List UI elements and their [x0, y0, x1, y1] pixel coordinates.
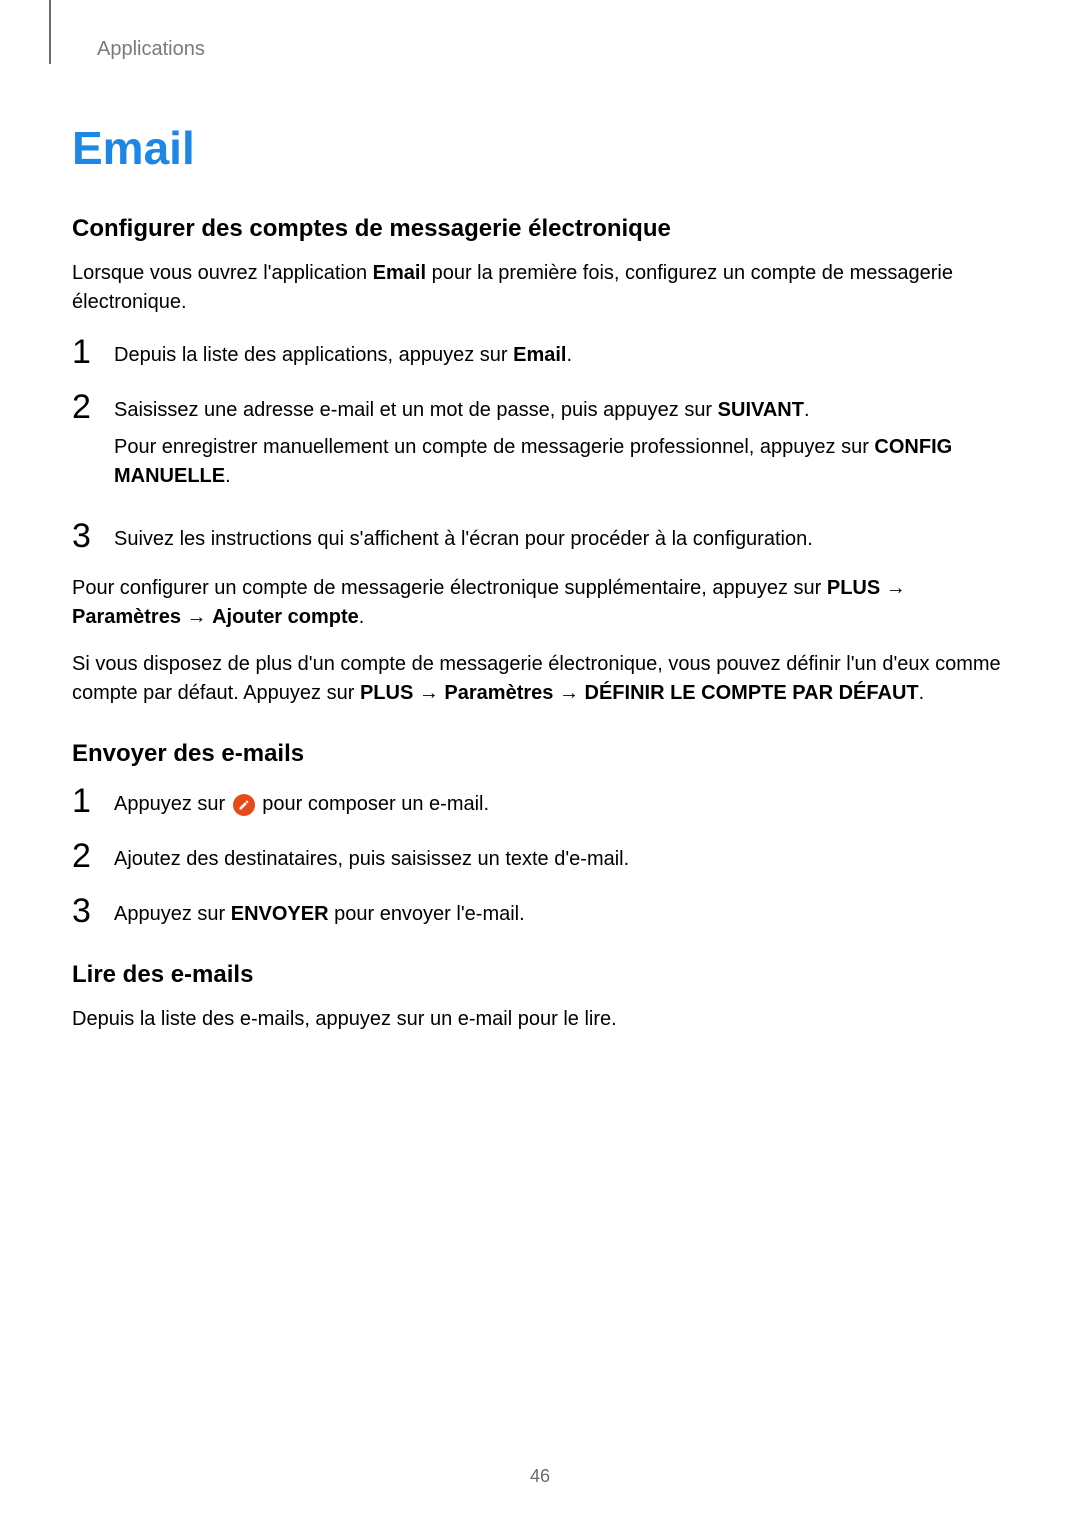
- intro-paragraph: Lorsque vous ouvrez l'application Email …: [72, 259, 1008, 317]
- text: Lorsque vous ouvrez l'application: [72, 262, 373, 284]
- step-3: 3 Suivez les instructions qui s'affichen…: [72, 519, 1008, 554]
- text: Pour configurer un compte de messagerie …: [72, 577, 827, 599]
- step-number: 2: [72, 839, 96, 873]
- section-heading-configure: Configurer des comptes de messagerie éle…: [72, 215, 1008, 243]
- action-suivant: SUIVANT: [718, 399, 804, 421]
- text: .: [804, 399, 810, 421]
- step-content: Appuyez sur pour composer un e-mail.: [114, 784, 1008, 819]
- step-number: 2: [72, 390, 96, 424]
- step-1: 1 Appuyez sur pour composer un e-mail.: [72, 784, 1008, 819]
- text: Appuyez sur: [114, 793, 231, 815]
- action-parametres: Paramètres: [72, 606, 181, 628]
- read-paragraph: Depuis la liste des e-mails, appuyez sur…: [72, 1005, 1008, 1034]
- action-plus: PLUS: [360, 682, 413, 704]
- action-parametres: Paramètres: [444, 682, 553, 704]
- text: .: [359, 606, 365, 628]
- action-ajouter-compte: Ajouter compte: [212, 606, 359, 628]
- arrow-icon: →: [880, 577, 906, 599]
- text: .: [566, 344, 572, 366]
- text: pour envoyer l'e-mail.: [329, 903, 525, 925]
- text: pour composer un e-mail.: [257, 793, 489, 815]
- section-heading-send: Envoyer des e-mails: [72, 740, 1008, 768]
- step-content: Suivez les instructions qui s'affichent …: [114, 519, 1008, 554]
- text: Appuyez sur: [114, 903, 231, 925]
- step-number: 1: [72, 784, 96, 818]
- section-heading-read: Lire des e-mails: [72, 961, 1008, 989]
- step-2: 2 Saisissez une adresse e-mail et un mot…: [72, 390, 1008, 499]
- text: Depuis la liste des applications, appuye…: [114, 344, 513, 366]
- action-email: Email: [513, 344, 566, 366]
- text: Saisissez une adresse e-mail et un mot d…: [114, 399, 718, 421]
- action-envoyer: ENVOYER: [231, 903, 329, 925]
- step-1: 1 Depuis la liste des applications, appu…: [72, 335, 1008, 370]
- arrow-icon: →: [413, 682, 444, 704]
- step-content: Ajoutez des destinataires, puis saisisse…: [114, 839, 1008, 874]
- text: Ajoutez des destinataires, puis saisisse…: [114, 848, 629, 870]
- action-plus: PLUS: [827, 577, 880, 599]
- step-3: 3 Appuyez sur ENVOYER pour envoyer l'e-m…: [72, 894, 1008, 929]
- step-content: Saisissez une adresse e-mail et un mot d…: [114, 390, 1008, 499]
- step-number: 3: [72, 894, 96, 928]
- text: Suivez les instructions qui s'affichent …: [114, 528, 813, 550]
- text: Pour enregistrer manuellement un compte …: [114, 436, 874, 458]
- text: .: [225, 465, 231, 487]
- text: .: [919, 682, 925, 704]
- additional-account-paragraph: Pour configurer un compte de messagerie …: [72, 574, 1008, 632]
- step-content: Appuyez sur ENVOYER pour envoyer l'e-mai…: [114, 894, 1008, 929]
- configure-steps: 1 Depuis la liste des applications, appu…: [72, 335, 1008, 554]
- compose-icon: [233, 794, 255, 816]
- step-number: 3: [72, 519, 96, 553]
- step-content: Depuis la liste des applications, appuye…: [114, 335, 1008, 370]
- send-steps: 1 Appuyez sur pour composer un e-mail. 2…: [72, 784, 1008, 929]
- breadcrumb: Applications: [97, 38, 1008, 61]
- action-definir-compte-defaut: DÉFINIR LE COMPTE PAR DÉFAUT: [585, 682, 919, 704]
- header-rule: [49, 0, 51, 64]
- app-name-email: Email: [373, 262, 426, 284]
- page-title: Email: [72, 121, 1008, 175]
- arrow-icon: →: [553, 682, 584, 704]
- step-2: 2 Ajoutez des destinataires, puis saisis…: [72, 839, 1008, 874]
- step-number: 1: [72, 335, 96, 369]
- arrow-icon: →: [181, 606, 212, 628]
- page-number: 46: [0, 1466, 1080, 1487]
- default-account-paragraph: Si vous disposez de plus d'un compte de …: [72, 650, 1008, 708]
